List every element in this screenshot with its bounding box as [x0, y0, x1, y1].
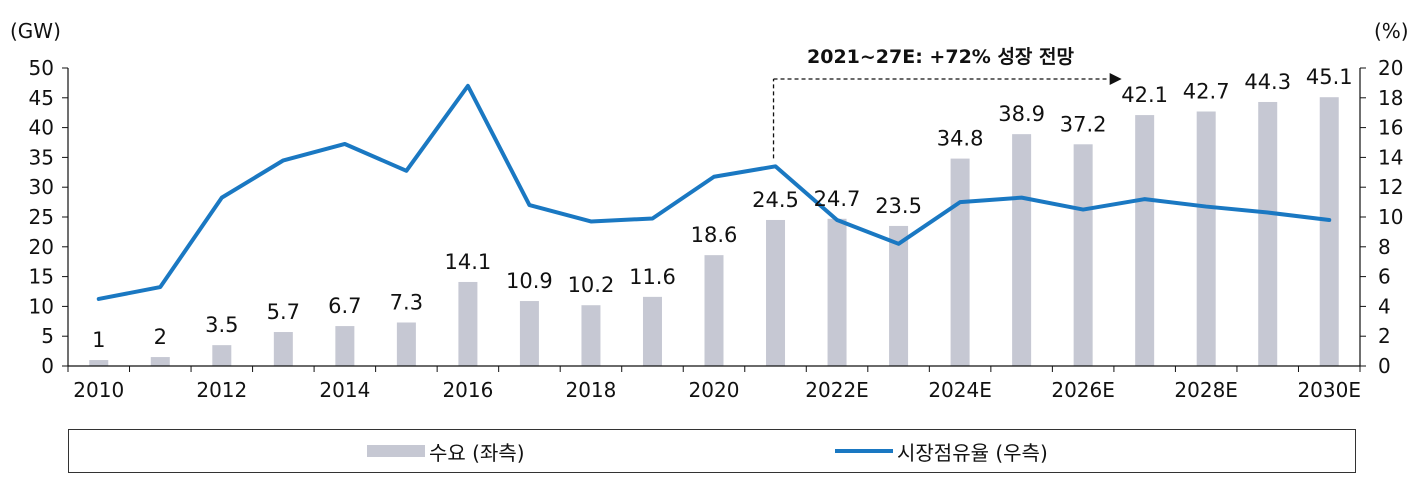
annotation: 2021~27E: +72% 성장 전망: [772, 46, 1122, 159]
bar-2019: [642, 296, 662, 366]
legend-swatch-bar: [367, 445, 425, 457]
right-tick-label: 14: [1378, 145, 1403, 169]
bar-2029E: [1258, 101, 1278, 367]
data-label-2011: 2: [154, 325, 167, 349]
left-tick-label: 45: [29, 86, 54, 110]
bar-2017: [519, 301, 539, 366]
data-label-2018: 10.2: [568, 273, 615, 297]
left-tick-label: 10: [29, 294, 54, 318]
bar-2028E: [1196, 111, 1216, 367]
legend-item-demand: 수요 (좌측): [367, 439, 525, 465]
bar-2016: [458, 281, 478, 366]
x-tick-label-2018: 2018: [565, 378, 616, 402]
right-tick-label: 20: [1378, 56, 1403, 80]
data-label-2012: 3.5: [205, 313, 238, 337]
legend-label-share: 시장점유율 (우측): [897, 440, 1048, 465]
data-label-2029E: 44.3: [1244, 70, 1291, 94]
left-tick-label: 25: [29, 205, 54, 229]
bar-2025E: [1012, 134, 1032, 366]
legend-label-demand: 수요 (좌측): [429, 440, 525, 465]
right-tick-label: 10: [1378, 205, 1403, 229]
bar-2020: [704, 255, 724, 366]
bar-2010: [89, 360, 109, 366]
x-tick-label-2020: 2020: [689, 378, 740, 402]
legend: 수요 (좌측) 시장점유율 (우측): [68, 429, 1356, 473]
left-tick-label: 20: [29, 235, 54, 259]
annotation-arrow-icon: [1109, 73, 1122, 85]
legend-item-share: 시장점유율 (우측): [835, 439, 1048, 465]
x-tick-label-2010: 2010: [73, 378, 124, 402]
bar-2027E: [1135, 115, 1155, 366]
bar-series: [89, 97, 1339, 367]
data-label-2024E: 34.8: [937, 127, 984, 151]
data-label-2013: 5.7: [267, 300, 300, 324]
bar-2011: [150, 357, 170, 366]
right-tick-label: 6: [1378, 265, 1391, 289]
right-tick-label: 12: [1378, 175, 1403, 199]
data-label-2015: 7.3: [390, 290, 423, 314]
bar-2021: [766, 219, 786, 366]
data-label-2017: 10.9: [506, 269, 553, 293]
right-tick-label: 4: [1378, 294, 1391, 318]
right-tick-label: 2: [1378, 324, 1391, 348]
bar-2030E: [1319, 97, 1339, 366]
right-tick-label: 8: [1378, 235, 1391, 259]
left-tick-label: 5: [41, 324, 54, 348]
left-tick-label: 15: [29, 265, 54, 289]
right-tick-label: 18: [1378, 86, 1403, 110]
bar-2024E: [950, 158, 970, 366]
bar-2026E: [1073, 144, 1093, 366]
data-label-2016: 14.1: [445, 250, 492, 274]
x-tick-label-2028E: 2028E: [1174, 378, 1238, 402]
x-tick-label-2022E: 2022E: [805, 378, 869, 402]
bar-2018: [581, 305, 601, 366]
bar-2014: [335, 326, 355, 366]
data-label-2021: 24.5: [752, 188, 799, 212]
right-tick-label: 0: [1378, 354, 1391, 378]
x-tick-label-2014: 2014: [319, 378, 370, 402]
bar-2015: [396, 322, 416, 366]
data-label-2014: 6.7: [328, 294, 361, 318]
left-tick-label: 50: [29, 56, 54, 80]
right-axis-unit: (%): [1374, 19, 1409, 43]
data-label-2026E: 37.2: [1060, 112, 1107, 136]
left-tick-label: 30: [29, 175, 54, 199]
data-label-2023E: 23.5: [875, 194, 922, 218]
annotation-text: 2021~27E: +72% 성장 전망: [807, 46, 1075, 68]
data-label-2010: 1: [92, 328, 105, 352]
data-labels: 1 2 3.55.7 6.7 7.314.110.9 10.2 11.618.624.5 24…: [92, 65, 1353, 352]
data-label-2025E: 38.9: [998, 102, 1045, 126]
data-label-2019: 11.6: [629, 265, 676, 289]
left-tick-label: 40: [29, 116, 54, 140]
x-tick-label-2012: 2012: [196, 378, 247, 402]
data-label-2030E: 45.1: [1306, 65, 1353, 89]
data-label-2022E: 24.7: [814, 187, 861, 211]
axes: 0510152025303540455002468101214161820201…: [10, 19, 1409, 402]
left-tick-label: 35: [29, 145, 54, 169]
x-tick-label-2026E: 2026E: [1051, 378, 1115, 402]
bar-2022E: [827, 218, 847, 366]
right-tick-label: 16: [1378, 116, 1403, 140]
data-label-2028E: 42.7: [1183, 80, 1230, 104]
x-tick-label-2030E: 2030E: [1297, 378, 1361, 402]
legend-swatch-line: [835, 449, 893, 453]
x-tick-label-2024E: 2024E: [928, 378, 992, 402]
x-tick-label-2016: 2016: [442, 378, 493, 402]
bar-2012: [212, 345, 232, 366]
data-label-2027E: 42.1: [1121, 83, 1168, 107]
left-axis-unit: (GW): [10, 19, 61, 43]
line-series: [96, 83, 1332, 301]
bar-2023E: [889, 225, 909, 366]
left-tick-label: 0: [41, 354, 54, 378]
bar-2013: [273, 332, 293, 366]
data-label-2020: 18.6: [691, 223, 738, 247]
